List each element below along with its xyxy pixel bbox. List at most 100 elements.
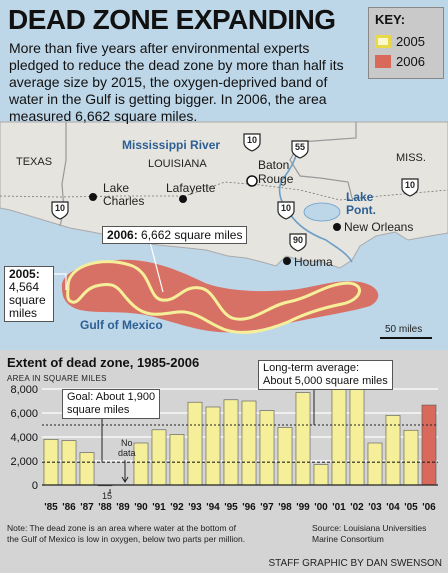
- mississippi-river-label: Mississippi River: [122, 138, 221, 152]
- no-data-arrow: [121, 460, 129, 483]
- gulf-of-mexico-label: Gulf of Mexico: [80, 318, 163, 332]
- highway-10-shield-central: [277, 201, 295, 220]
- bar-chart: 0 2,000 4,000 6,000 8,000 '85 '86 '87 '88 '89 '90 '…: [10, 382, 438, 513]
- new-orleans-label: New Orleans: [344, 220, 414, 234]
- x-tick-label: '90: [134, 502, 148, 513]
- goal-callout: Goal: About 1,900 square miles: [62, 389, 161, 419]
- bar-04: [385, 415, 401, 486]
- y-tick-label: 4,000: [10, 432, 38, 444]
- highway-10-shield-west: [51, 201, 69, 220]
- source-note: Source: Louisiana Universities Marine Co…: [312, 523, 427, 544]
- callout-2006-leader: [149, 241, 164, 293]
- bar-91: [151, 429, 167, 486]
- highway-10-label-west: 10: [54, 203, 65, 213]
- new-orleans-dot: [333, 223, 341, 231]
- highway-10-label-east: 10: [404, 180, 415, 190]
- bar-06: [421, 404, 437, 486]
- legend-box: KEY: 2005 2006: [368, 7, 444, 79]
- houma-dot: [283, 257, 291, 265]
- bar-94: [205, 406, 221, 486]
- callout-2006: 2006: 6,662 square miles: [102, 226, 248, 244]
- staff-credit: STAFF GRAPHIC BY DAN SWENSON: [268, 558, 442, 569]
- x-tick-label: '92: [170, 502, 184, 513]
- callout-2006-text: 6,662 square miles: [141, 228, 243, 242]
- legend-title: KEY:: [375, 12, 406, 27]
- bar-92: [169, 434, 185, 486]
- intro-text: More than five years after environmental…: [9, 40, 344, 124]
- legend-item-2005: 2005: [375, 34, 443, 50]
- y-tick-label: 8,000: [10, 384, 38, 396]
- page-title: DEAD ZONE EXPANDING: [8, 4, 336, 35]
- y-tick-label: 0: [32, 480, 38, 492]
- highway-55-shield: [291, 140, 309, 159]
- chart-panel: 0 2,000 4,000 6,000 8,000 '85 '86 '87 '88 '89 '90 '…: [0, 350, 448, 573]
- texas-label: TEXAS: [16, 156, 53, 168]
- no-data-label: No data: [118, 438, 136, 458]
- callout-2005: 2005: 4,564 square miles: [4, 266, 54, 322]
- map-panel: 10 10 10 10 55 90 TEXAS LOUISIANA MISS. …: [0, 0, 448, 350]
- bar-95: [223, 399, 239, 486]
- highway-10-shield-east: [401, 178, 419, 197]
- bar-96: [241, 400, 257, 486]
- highway-10-label-central: 10: [280, 203, 291, 213]
- footnote: Note: The dead zone is an area where wat…: [7, 523, 246, 544]
- bar-05: [403, 429, 419, 486]
- bar-85: [43, 439, 59, 486]
- bar-02: [349, 382, 365, 486]
- houma-label: Houma: [294, 255, 333, 269]
- bar-98: [277, 427, 293, 486]
- x-tick-label: '02: [350, 502, 364, 513]
- callout-2005-year: 2005:: [9, 267, 40, 281]
- deadzone-2006: [61, 259, 379, 333]
- x-tick-label: '96: [242, 502, 256, 513]
- lake-charles-label: Lake Charles: [103, 181, 145, 208]
- land-mass: [0, 121, 448, 269]
- bar-97: [259, 410, 275, 486]
- baton-rouge-star: [246, 175, 258, 187]
- bar-93: [187, 401, 203, 486]
- scale-label: 50 miles: [385, 324, 423, 335]
- lafayette-label: Lafayette: [166, 181, 216, 195]
- x-tick-label: '05: [404, 502, 418, 513]
- x-tick-label: '86: [62, 502, 76, 513]
- baton-rouge-label: Baton Rouge: [258, 158, 294, 186]
- bar-87: [79, 452, 95, 486]
- y-tick-label: 6,000: [10, 408, 38, 420]
- chart-unit-label: AREA IN SQUARE MILES: [7, 374, 107, 383]
- x-tick-label: '04: [386, 502, 400, 513]
- x-tick-label: '06: [422, 502, 436, 513]
- x-tick-label: '03: [368, 502, 382, 513]
- x-tick-label: '00: [314, 502, 328, 513]
- lake-pont-label: Lake Pont.: [346, 190, 376, 217]
- x-tick-label: '91: [152, 502, 166, 513]
- callout-2006-year: 2006:: [107, 228, 138, 242]
- x-tick-label: '94: [206, 502, 220, 513]
- legend-swatch-2005: [375, 35, 391, 48]
- x-tick-label: '88: [98, 502, 112, 513]
- bar-90: [133, 442, 149, 486]
- lake-charles-dot: [89, 193, 97, 201]
- x-tick-label: '93: [188, 502, 202, 513]
- highway-90-shield: [289, 233, 307, 252]
- y-tick-label: 2,000: [10, 456, 38, 468]
- x-tick-label: '85: [44, 502, 58, 513]
- bar-99: [295, 392, 311, 486]
- x-tick-label: '98: [278, 502, 292, 513]
- legend-label-2005: 2005: [396, 34, 425, 49]
- louisiana-label: LOUISIANA: [148, 158, 207, 170]
- mississippi-border: [289, 122, 357, 199]
- average-callout: Long-term average: About 5,000 square mi…: [258, 360, 393, 390]
- highway-90-label: 90: [292, 235, 303, 245]
- legend-label-2006: 2006: [396, 54, 425, 69]
- x-tick-label: '01: [332, 502, 346, 513]
- deadzone-2005: [66, 260, 361, 334]
- bar-01: [331, 388, 347, 486]
- bar-00: [313, 464, 329, 486]
- x-tick-label: '99: [296, 502, 310, 513]
- interstate-line: [0, 181, 448, 201]
- highway-10-shield-north: [243, 133, 261, 152]
- highway-10-label-north: 10: [246, 135, 257, 145]
- bar-label-1988: 15: [102, 491, 113, 501]
- x-tick-label: '87: [80, 502, 94, 513]
- x-tick-label: '89: [116, 502, 130, 513]
